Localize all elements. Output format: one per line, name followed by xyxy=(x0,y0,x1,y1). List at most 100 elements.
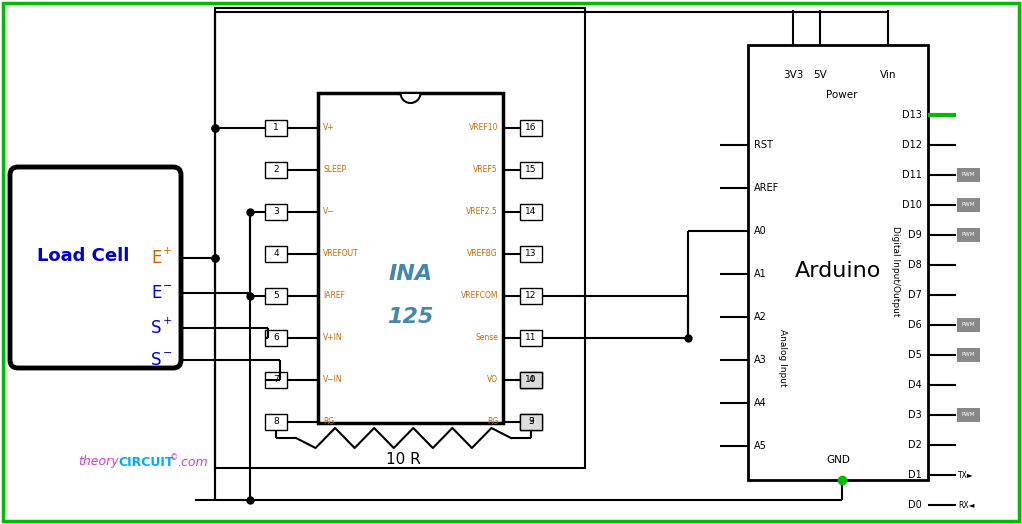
Bar xyxy=(520,414,542,430)
Text: PWM: PWM xyxy=(962,412,975,418)
Text: D8: D8 xyxy=(909,260,922,270)
Text: 8: 8 xyxy=(273,418,279,427)
Text: VREFOUT: VREFOUT xyxy=(323,249,359,258)
Text: 11: 11 xyxy=(525,333,537,343)
Text: 4: 4 xyxy=(273,249,279,258)
Bar xyxy=(265,330,287,346)
Bar xyxy=(520,246,542,262)
Text: D11: D11 xyxy=(902,170,922,180)
Text: D2: D2 xyxy=(909,440,922,450)
Text: 125: 125 xyxy=(387,308,433,328)
Text: V−IN: V−IN xyxy=(323,376,342,385)
Text: PWM: PWM xyxy=(962,233,975,237)
Bar xyxy=(265,246,287,262)
Text: Load Cell: Load Cell xyxy=(37,247,130,265)
Text: IAREF: IAREF xyxy=(323,291,345,300)
Text: 10: 10 xyxy=(525,376,537,385)
Text: D5: D5 xyxy=(909,350,922,360)
Bar xyxy=(520,330,542,346)
Text: V+: V+ xyxy=(323,124,334,133)
Text: RST: RST xyxy=(754,140,773,150)
Text: Vin: Vin xyxy=(880,70,896,80)
Text: INA: INA xyxy=(388,265,432,285)
Bar xyxy=(265,288,287,304)
Text: SLEEP: SLEEP xyxy=(323,166,346,174)
Text: D0: D0 xyxy=(909,500,922,510)
Text: −: − xyxy=(162,281,173,291)
Bar xyxy=(748,45,928,480)
Text: +: + xyxy=(162,316,173,326)
Text: RX◄: RX◄ xyxy=(958,500,975,509)
Text: 12: 12 xyxy=(525,291,537,300)
Text: RG: RG xyxy=(486,418,498,427)
FancyBboxPatch shape xyxy=(10,167,181,368)
Bar xyxy=(520,162,542,178)
Text: CIRCUIT: CIRCUIT xyxy=(118,455,174,468)
Text: 5: 5 xyxy=(273,291,279,300)
Text: theory: theory xyxy=(78,455,119,468)
Text: PWM: PWM xyxy=(962,172,975,178)
Text: VREF5: VREF5 xyxy=(473,166,498,174)
Text: 5V: 5V xyxy=(814,70,827,80)
Bar xyxy=(520,120,542,136)
Text: PWM: PWM xyxy=(962,322,975,328)
Bar xyxy=(265,120,287,136)
Text: E: E xyxy=(151,284,161,302)
Bar xyxy=(520,204,542,220)
Bar xyxy=(215,8,585,468)
Text: A5: A5 xyxy=(754,441,766,451)
Text: 4: 4 xyxy=(528,376,533,385)
Text: 1: 1 xyxy=(273,124,279,133)
Text: ©: © xyxy=(170,453,178,463)
Text: 14: 14 xyxy=(525,208,537,216)
Text: 15: 15 xyxy=(525,166,537,174)
Text: VREFBG: VREFBG xyxy=(467,249,498,258)
Bar xyxy=(957,348,980,362)
Text: .com: .com xyxy=(177,455,207,468)
Bar xyxy=(957,168,980,182)
Text: RG: RG xyxy=(323,418,334,427)
Text: 6: 6 xyxy=(273,333,279,343)
Text: D9: D9 xyxy=(909,230,922,240)
Bar xyxy=(957,198,980,212)
Bar xyxy=(318,93,503,423)
Text: −: − xyxy=(162,348,173,358)
Text: A1: A1 xyxy=(754,269,766,279)
Text: 10 R: 10 R xyxy=(386,453,421,467)
Bar xyxy=(265,162,287,178)
Bar xyxy=(265,414,287,430)
Bar xyxy=(957,408,980,422)
Text: Digital Input/Output: Digital Input/Output xyxy=(891,226,900,316)
Text: Arduino: Arduino xyxy=(795,261,881,281)
Bar xyxy=(957,228,980,242)
Text: V−: V− xyxy=(323,208,334,216)
Text: 7: 7 xyxy=(273,376,279,385)
Text: Power: Power xyxy=(826,90,857,100)
Text: D4: D4 xyxy=(909,380,922,390)
Text: PWM: PWM xyxy=(962,202,975,208)
Text: D7: D7 xyxy=(909,290,922,300)
Text: Analog Input: Analog Input xyxy=(778,330,787,387)
Text: VO: VO xyxy=(487,376,498,385)
Text: D3: D3 xyxy=(909,410,922,420)
Text: VREF2.5: VREF2.5 xyxy=(466,208,498,216)
Bar xyxy=(957,318,980,332)
Text: 2: 2 xyxy=(273,166,279,174)
Text: A4: A4 xyxy=(754,398,766,408)
Text: 3V3: 3V3 xyxy=(783,70,803,80)
Text: S: S xyxy=(151,351,161,369)
Text: S: S xyxy=(151,319,161,337)
Text: A0: A0 xyxy=(754,226,766,236)
Bar xyxy=(265,372,287,388)
Text: A2: A2 xyxy=(754,312,766,322)
Bar xyxy=(520,414,542,430)
Bar xyxy=(520,288,542,304)
Text: V+IN: V+IN xyxy=(323,333,342,343)
Text: VREFCOM: VREFCOM xyxy=(461,291,498,300)
Text: A3: A3 xyxy=(754,355,766,365)
Bar xyxy=(520,372,542,388)
Text: PWM: PWM xyxy=(962,353,975,357)
Text: D10: D10 xyxy=(902,200,922,210)
Text: 16: 16 xyxy=(525,124,537,133)
Text: +: + xyxy=(162,246,173,256)
